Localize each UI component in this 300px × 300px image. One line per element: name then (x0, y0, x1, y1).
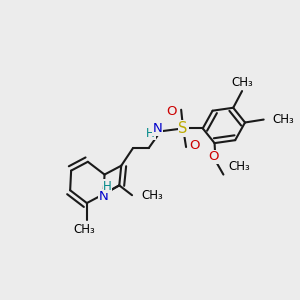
Text: N: N (153, 122, 163, 135)
Text: CH₃: CH₃ (231, 76, 253, 89)
Text: CH₃: CH₃ (228, 160, 250, 173)
Text: O: O (208, 150, 219, 164)
Text: O: O (190, 139, 200, 152)
Text: O: O (166, 105, 177, 118)
Text: H: H (146, 127, 155, 140)
Text: CH₃: CH₃ (141, 189, 163, 202)
Text: N: N (99, 190, 108, 203)
Text: CH₃: CH₃ (73, 223, 95, 236)
Text: CH₃: CH₃ (272, 113, 294, 126)
Text: S: S (178, 121, 188, 136)
Text: H: H (103, 180, 112, 193)
